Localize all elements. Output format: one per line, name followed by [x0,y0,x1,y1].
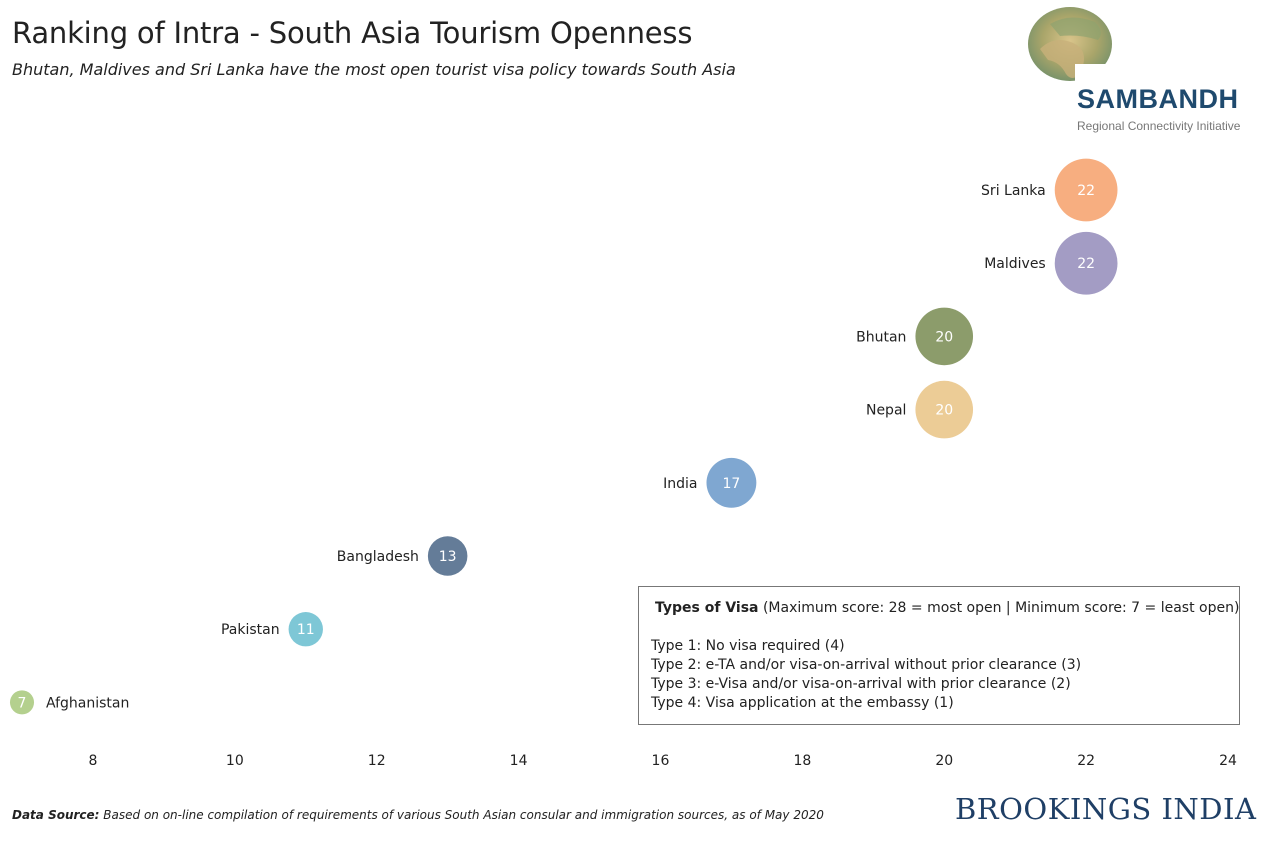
legend-heading-row: Types of Visa (Maximum score: 28 = most … [655,599,1239,618]
bubble-pakistan [288,612,323,647]
x-tick-22: 22 [1077,753,1095,769]
legend-item-type-3: Type 3: e-Visa and/or visa-on-arrival wi… [651,676,1071,692]
x-tick-18: 18 [793,753,811,769]
value-label-pakistan: 11 [297,622,315,638]
sambandh-logo: SAMBANDH Regional Connectivity Initiativ… [1020,4,1260,139]
bubble-bhutan [915,307,974,366]
country-label-nepal: Nepal [866,403,906,419]
bubble-india [706,457,757,508]
logo-name: SAMBANDH [1077,84,1239,114]
country-label-india: India [663,476,697,492]
value-label-sri-lanka: 22 [1077,183,1095,199]
x-tick-16: 16 [652,753,670,769]
logo-tagline: Regional Connectivity Initiative [1077,119,1241,133]
country-label-pakistan: Pakistan [221,622,280,638]
bubble-bangladesh [427,536,468,576]
country-label-sri-lanka: Sri Lanka [981,183,1046,199]
data-source-label: Data Source: [12,808,100,822]
legend-list: Type 1: No visa required (4) Type 2: e-T… [651,637,1081,713]
data-source-text: Based on on-line compilation of requirem… [103,808,824,822]
south-asia-map-icon [1028,7,1130,84]
legend-item-type-1: Type 1: No visa required (4) [651,638,845,654]
bubble-afghanistan [9,690,35,715]
value-label-bangladesh: 13 [439,549,457,565]
x-tick-14: 14 [510,753,528,769]
x-tick-10: 10 [226,753,244,769]
country-label-maldives: Maldives [984,256,1046,272]
brookings-india-logo: BROOKINGS INDIA [955,792,1257,826]
chart-title: Ranking of Intra - South Asia Tourism Op… [12,16,693,50]
value-label-nepal: 20 [935,403,953,419]
x-tick-12: 12 [368,753,386,769]
country-label-afghanistan: Afghanistan [46,695,129,711]
visa-types-legend: Types of Visa (Maximum score: 28 = most … [638,586,1240,725]
x-tick-8: 8 [88,753,97,769]
chart-subtitle: Bhutan, Maldives and Sri Lanka have the … [12,60,736,79]
value-label-maldives: 22 [1077,256,1095,272]
value-label-afghanistan: 7 [18,695,27,711]
legend-heading-note: (Maximum score: 28 = most open | Minimum… [762,600,1240,616]
value-label-india: 17 [722,476,740,492]
value-label-bhutan: 20 [935,329,953,345]
x-tick-24: 24 [1219,753,1237,769]
bubble-nepal [915,380,974,439]
x-tick-20: 20 [935,753,953,769]
bubble-sri-lanka [1054,158,1118,222]
legend-heading: Types of Visa [655,600,759,616]
country-label-bhutan: Bhutan [856,329,906,345]
bubble-maldives [1054,231,1118,295]
country-label-bangladesh: Bangladesh [337,549,419,565]
legend-item-type-2: Type 2: e-TA and/or visa-on-arrival with… [651,657,1082,673]
legend-item-type-4: Type 4: Visa application at the embassy … [651,695,954,711]
data-source-note: Data Source: Based on on-line compilatio… [12,808,824,822]
